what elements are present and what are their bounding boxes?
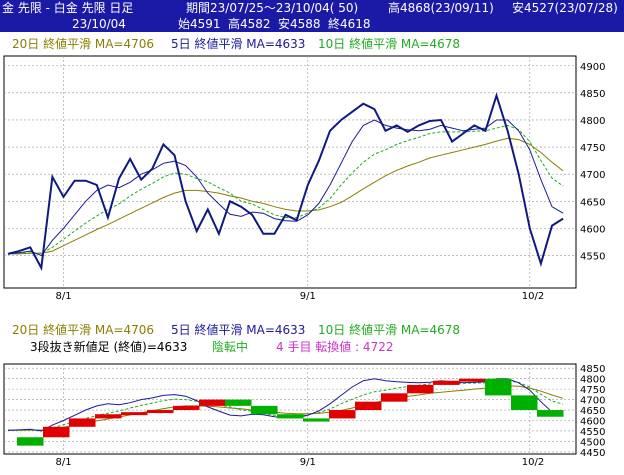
period-high-label: 高4868(23/09/11) — [388, 1, 494, 15]
down-brick — [511, 395, 538, 411]
new-price-label: 3段抜き新値足 (終値)=4633 — [30, 339, 187, 354]
upper-y-tick-label: 4600 — [580, 224, 605, 235]
upper-y-axis: 4550 4600 4650 4700 4750 4800 4850 4900 — [580, 62, 605, 263]
lower-legend-ma10: 10日 終値平滑 MA=4678 — [318, 322, 460, 337]
lower-y-tick-label: 4450 — [580, 448, 605, 459]
down-brick — [17, 437, 44, 446]
lower-chart-bg — [3, 313, 623, 473]
upper-plot-frame — [3, 55, 577, 289]
down-brick — [225, 399, 252, 406]
up-brick — [329, 410, 356, 419]
ohlc-info-bar: 23/10/04 始4591 高4582 安4588 終4618 — [0, 16, 624, 32]
lower-x-axis: 8/1 9/1 10/2 — [56, 457, 545, 468]
lower-y-tick-label: 4800 — [580, 375, 605, 386]
upper-y-tick-label: 4850 — [580, 89, 605, 100]
upper-y-tick-label: 4700 — [580, 170, 605, 181]
upper-series — [7, 92, 564, 272]
lower-grid — [4, 364, 576, 454]
lower-y-tick-label: 4600 — [580, 417, 605, 428]
ma20-line — [8, 137, 564, 255]
upper-x-tick-label: 10/2 — [522, 291, 544, 302]
lower-legend-ma20: 20日 終値平滑 MA=4706 — [12, 322, 154, 337]
ohlc-high: 高4582 — [228, 17, 271, 31]
upper-y-tick-label: 4800 — [580, 116, 605, 127]
legend-ma10: 10日 終値平滑 MA=4678 — [318, 36, 460, 51]
turn-value-label: 4 手目 転換値 : 4722 — [276, 339, 393, 354]
legend-ma5: 5日 終値平滑 MA=4633 — [171, 36, 305, 51]
lower-x-tick-label: 9/1 — [300, 457, 316, 468]
trend-state-label: 陰転中 — [212, 339, 248, 354]
down-brick — [277, 414, 304, 419]
ma5-line — [7, 119, 564, 257]
ohlc-close: 終4618 — [328, 17, 371, 31]
down-brick — [537, 410, 564, 417]
upper-y-tick-label: 4750 — [580, 143, 605, 154]
lower-ma20-line — [8, 385, 564, 431]
period-label: 期間23/07/25～23/10/04( 50) — [186, 1, 359, 15]
down-brick — [251, 405, 278, 415]
lower-plot-frame — [3, 363, 577, 455]
up-brick — [43, 426, 70, 438]
up-brick — [147, 410, 174, 414]
up-brick — [199, 399, 226, 406]
ohlc-low: 安4588 — [278, 17, 321, 31]
up-brick — [95, 414, 122, 419]
up-brick — [355, 401, 382, 411]
lower-y-tick-label: 4650 — [580, 406, 605, 417]
up-brick — [173, 405, 200, 411]
up-brick — [69, 418, 96, 427]
chart-title-bar: 金 先限 - 白金 先限 日足 期間23/07/25～23/10/04( 50)… — [0, 0, 624, 16]
lower-y-tick-label: 4500 — [580, 437, 605, 448]
upper-grid — [4, 56, 576, 288]
ohlc-open: 始4591 — [178, 17, 221, 31]
lower-x-tick-label: 10/2 — [522, 457, 544, 468]
up-brick — [381, 393, 408, 402]
down-brick — [485, 378, 512, 396]
lower-y-tick-label: 4850 — [580, 364, 605, 375]
lower-legend-ma5: 5日 終値平滑 MA=4633 — [171, 322, 305, 337]
up-brick — [407, 384, 434, 394]
up-brick — [433, 380, 460, 385]
upper-x-tick-label: 9/1 — [300, 291, 316, 302]
up-brick — [121, 412, 148, 416]
upper-y-tick-label: 4650 — [580, 197, 605, 208]
lower-x-tick-label: 8/1 — [56, 457, 72, 468]
ohlc-date: 23/10/04 — [72, 17, 126, 31]
lower-y-tick-label: 4750 — [580, 385, 605, 396]
upper-y-tick-label: 4900 — [580, 62, 605, 73]
new-price-bricks — [17, 378, 564, 446]
upper-x-tick-label: 8/1 — [56, 291, 72, 302]
legend-ma20: 20日 終値平滑 MA=4706 — [12, 36, 154, 51]
period-low-label: 安4527(23/07/28) — [512, 1, 618, 15]
price-line — [7, 92, 564, 272]
upper-x-axis: 8/1 9/1 10/2 — [56, 291, 545, 302]
lower-y-tick-label: 4550 — [580, 427, 605, 438]
upper-y-tick-label: 4550 — [580, 251, 605, 262]
ma10-line — [7, 124, 564, 255]
upper-chart-bg — [3, 34, 623, 288]
down-brick — [303, 418, 330, 422]
lower-y-tick-label: 4700 — [580, 396, 605, 407]
up-brick — [459, 378, 486, 382]
instrument-label: 金 先限 - 白金 先限 日足 — [2, 1, 134, 15]
